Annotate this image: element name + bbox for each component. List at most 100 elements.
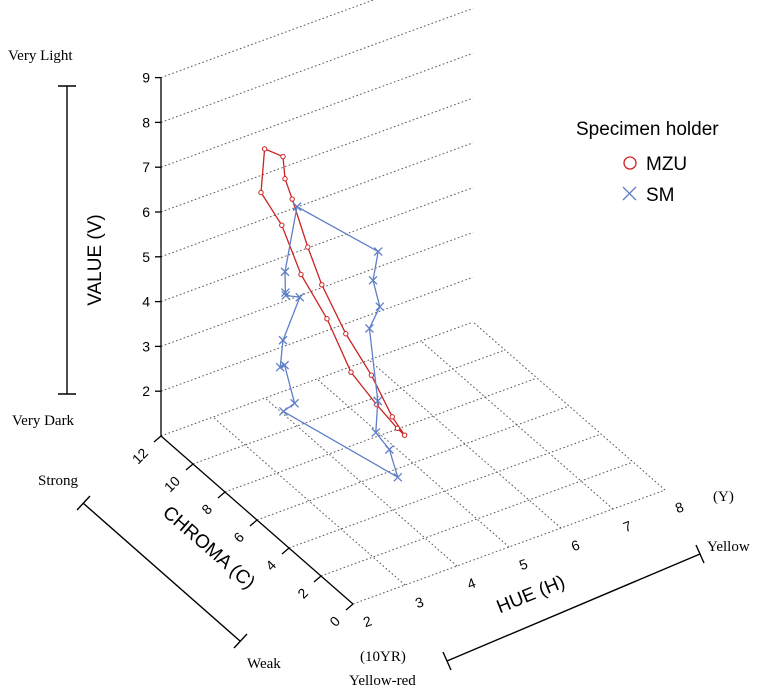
- chroma-high-label: Strong: [38, 473, 79, 489]
- floor-gridline-hue: [264, 397, 458, 567]
- back-gridline-value: [160, 276, 474, 392]
- hue-tick-label: 8: [673, 498, 686, 516]
- floor-gridline-hue: [212, 416, 406, 586]
- data-point-sm: [384, 445, 394, 454]
- data-point-sm: [364, 323, 374, 333]
- chroma-bracket-line: [82, 502, 241, 642]
- data-point-sm: [278, 335, 288, 345]
- hue-bracket-right: [695, 544, 705, 564]
- data-point-mzu: [394, 425, 401, 432]
- data-point-sm: [375, 302, 385, 312]
- data-point-sm: [278, 406, 288, 416]
- chroma-tick-label: 2: [294, 585, 311, 602]
- series-sm: [275, 202, 403, 482]
- data-point-mzu: [289, 196, 295, 202]
- chroma-tick: [281, 547, 290, 555]
- back-gridline-value: [160, 7, 474, 123]
- data-point-mzu: [324, 316, 330, 322]
- legend: Specimen holder MZU SM: [576, 119, 719, 206]
- data-point-mzu: [279, 222, 285, 228]
- hue-high-code: (Y): [713, 489, 734, 505]
- hue-tick-label: 6: [569, 536, 582, 554]
- back-wall-grid: [160, 0, 474, 392]
- chroma-low-label: Weak: [247, 656, 281, 672]
- floor-gridline-chroma: [160, 321, 474, 437]
- chroma-tick-label: 4: [262, 557, 279, 574]
- data-point-sm: [292, 202, 302, 212]
- hue-bracket-left: [442, 651, 452, 671]
- chroma-tick: [313, 575, 322, 583]
- floor-gridline-chroma: [320, 461, 634, 577]
- chroma-tick: [217, 491, 226, 499]
- chroma-tick-label: 10: [161, 473, 183, 495]
- back-gridline-value: [160, 52, 474, 168]
- data-point-sm: [275, 362, 285, 372]
- hue-tick-label: 5: [517, 555, 530, 573]
- floor-gridline-hue: [316, 378, 510, 548]
- floor-gridline-hue: [368, 359, 562, 529]
- hue-tick-label: 4: [465, 574, 478, 592]
- legend-mzu-label: MZU: [646, 154, 687, 175]
- hue-tick-label: 2: [361, 612, 374, 630]
- chroma-bracket-top: [76, 495, 91, 511]
- legend-title: Specimen holder: [576, 119, 719, 140]
- series-mzu: [258, 146, 408, 438]
- back-gridline-value: [160, 187, 474, 303]
- data-point-mzu: [282, 176, 288, 182]
- data-point-sm: [373, 396, 383, 406]
- floor-gridline-chroma: [256, 405, 570, 521]
- value-tick-label: 6: [142, 204, 150, 220]
- data-point-sm: [290, 398, 300, 408]
- floor-gridline-hue: [420, 340, 614, 510]
- hue-axis-title: HUE (H): [494, 572, 568, 618]
- data-point-mzu: [343, 331, 349, 337]
- back-gridline-value: [160, 97, 474, 213]
- data-point-mzu: [368, 372, 375, 378]
- data-point-mzu: [258, 189, 264, 196]
- floor-grid: [160, 321, 666, 605]
- chroma-tick-label: 8: [198, 501, 215, 518]
- data-point-mzu: [305, 244, 311, 250]
- chroma-tick-label: 6: [230, 529, 247, 546]
- data-point-sm: [280, 267, 290, 277]
- series-layer: [258, 146, 408, 482]
- data-point-sm: [373, 247, 383, 256]
- value-top-label: Very Light: [8, 48, 73, 64]
- value-bottom-label: Very Dark: [12, 413, 75, 429]
- legend-mzu-marker: [623, 156, 637, 170]
- chroma-bracket-bottom: [233, 633, 248, 649]
- data-point-mzu: [261, 146, 268, 152]
- series-path-sm: [279, 205, 399, 479]
- hue-tick-label: 3: [413, 593, 426, 611]
- data-point-sm: [281, 290, 291, 300]
- chroma-tick: [153, 435, 162, 443]
- chroma-tick: [249, 519, 258, 527]
- value-tick-label: 2: [142, 383, 150, 399]
- data-point-sm: [280, 288, 290, 297]
- back-gridline-value: [160, 0, 375, 79]
- floor-gridline-hue: [472, 321, 666, 491]
- data-point-sm: [295, 292, 305, 302]
- data-point-sm: [368, 275, 378, 285]
- hue-axis-ticks: 2 3 4 5 6 7 8: [361, 498, 686, 630]
- data-point-mzu: [280, 153, 286, 160]
- value-axis-title: VALUE (V): [85, 214, 106, 306]
- legend-sm-marker: [622, 186, 637, 201]
- value-axis-ticks: 2 3 4 5 6 7 8 9: [142, 70, 161, 399]
- chroma-tick-label: 12: [129, 445, 151, 467]
- data-point-mzu: [298, 271, 304, 278]
- chroma-tick: [185, 463, 194, 471]
- hue-tick-label: 7: [621, 517, 634, 535]
- value-tick-label: 4: [142, 294, 150, 310]
- chroma-tick-label: 0: [326, 613, 343, 630]
- data-point-mzu: [389, 414, 395, 420]
- back-gridline-value: [160, 231, 474, 347]
- hue-low-label: Yellow-red: [349, 673, 416, 689]
- hue-high-label: Yellow: [707, 539, 750, 555]
- data-point-sm: [280, 360, 290, 370]
- value-tick-label: 5: [142, 249, 150, 265]
- chroma-tick: [345, 603, 354, 611]
- data-point-mzu: [319, 282, 325, 288]
